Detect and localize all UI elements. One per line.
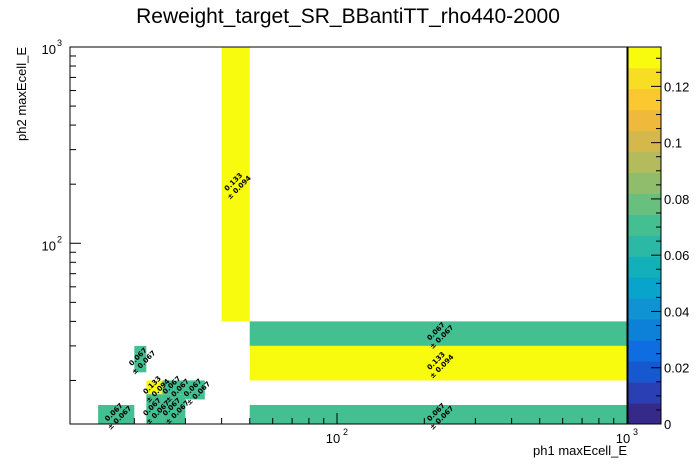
color-scale-band	[628, 277, 661, 299]
y-tick-label: 10	[42, 238, 56, 253]
color-scale-frame	[627, 46, 662, 425]
color-scale-band	[628, 256, 661, 278]
heatmap-cell	[249, 321, 627, 346]
color-scale-band	[628, 193, 661, 215]
color-scale-band	[628, 340, 661, 362]
color-scale-band	[628, 172, 661, 194]
heatmap-cell	[185, 380, 205, 400]
color-scale-band	[628, 67, 661, 90]
heatmap-cell	[249, 404, 627, 424]
heatmap-cell	[98, 404, 135, 424]
chart-title: Reweight_target_SR_BBantiTT_rho440-2000	[136, 5, 560, 28]
y-tick-label: 10	[42, 42, 56, 57]
heatmap-cell	[134, 345, 147, 373]
color-scale-label: 0.04	[664, 304, 689, 319]
heatmap-cell	[146, 380, 163, 395]
x-tick-exponent: 3	[633, 427, 638, 437]
color-scale-band	[628, 109, 661, 132]
color-scale-band	[628, 403, 661, 425]
color-scale-label: 0.1	[664, 136, 682, 151]
color-scale-band	[628, 382, 661, 404]
axes: 10 2 10 310 210 3	[42, 38, 638, 446]
color-scale-band	[628, 298, 661, 320]
color-scale-label: 0.02	[664, 361, 689, 376]
heatmap-cell	[221, 47, 250, 322]
color-scale-band	[628, 319, 661, 341]
heatmap-cell	[249, 345, 627, 381]
color-scale-label: 0	[664, 417, 671, 432]
heatmap-cell	[146, 394, 163, 424]
x-tick-label: 10	[326, 431, 340, 446]
plot-frame	[69, 46, 628, 425]
x-tick-exponent: 2	[343, 427, 348, 437]
y-tick-exponent: 3	[57, 38, 62, 48]
heatmap-cell	[162, 380, 186, 395]
color-scale: 0 0.02 0.04 0.06 0.08 0.1 0.12	[627, 46, 689, 432]
color-scale-band	[628, 235, 661, 257]
color-scale-label: 0.08	[664, 192, 689, 207]
cell-value-label: 0.067± 0.067	[158, 372, 191, 405]
color-scale-band	[628, 130, 661, 153]
x-tick-label: 10	[616, 431, 630, 446]
color-scale-band	[628, 361, 661, 383]
color-scale-band	[628, 151, 661, 173]
color-scale-label: 0.12	[664, 79, 689, 94]
heatmap-cell	[162, 394, 186, 424]
y-axis-label: ph2 maxEcell_E	[14, 47, 29, 141]
color-scale-band	[628, 47, 661, 69]
x-axis-label: ph1 maxEcell_E	[533, 443, 627, 458]
color-scale-label: 0.06	[664, 248, 689, 263]
color-scale-band	[628, 214, 661, 236]
y-tick-exponent: 2	[57, 234, 62, 244]
color-scale-band	[628, 88, 661, 111]
